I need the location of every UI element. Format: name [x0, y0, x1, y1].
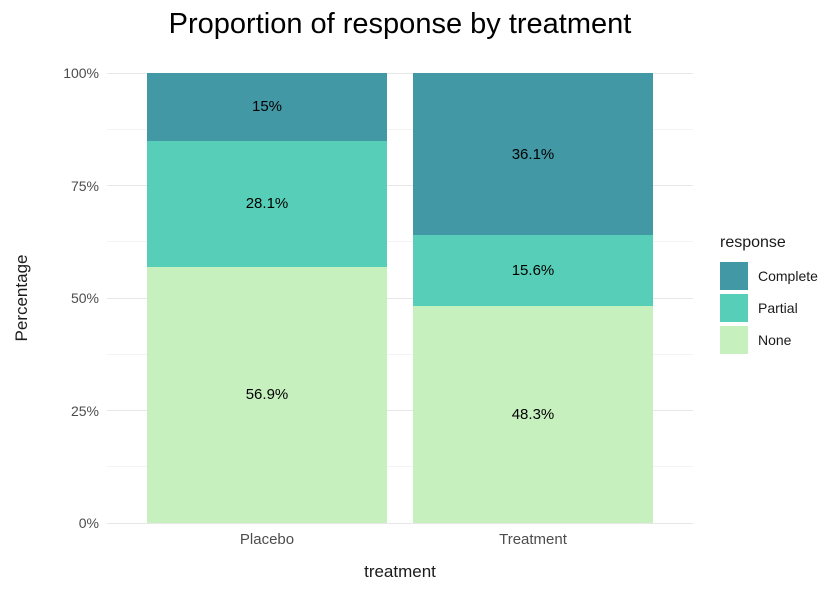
bar-segment-partial: 28.1%: [147, 140, 387, 267]
major-gridline: [107, 522, 693, 524]
plot-panel: 15% 28.1% 56.9% 36.1% 15.6% 48.3%: [107, 72, 693, 524]
major-gridline: [107, 185, 693, 186]
bar-treatment: 36.1% 15.6% 48.3%: [413, 73, 653, 523]
major-gridline: [107, 297, 693, 299]
bar-segment-label: 36.1%: [511, 145, 555, 163]
legend: response Complete Partial None: [720, 234, 818, 358]
y-tick-label: 100%: [63, 65, 99, 81]
minor-gridline: [107, 241, 693, 243]
x-tick-label: Placebo: [239, 531, 295, 548]
legend-label: Complete: [758, 268, 818, 284]
y-tick-label: 0%: [78, 515, 99, 531]
legend-label: None: [758, 332, 792, 348]
minor-gridline: [107, 128, 693, 130]
legend-item-partial: Partial: [720, 294, 818, 322]
x-tick-label: Treatment: [499, 531, 567, 548]
y-tick-label: 75%: [70, 177, 99, 194]
legend-item-complete: Complete: [720, 262, 818, 290]
legend-item-none: None: [720, 326, 818, 354]
bar-placebo: 15% 28.1% 56.9%: [147, 73, 387, 523]
y-tick-label: 25%: [70, 402, 99, 419]
bar-segment-label: 56.9%: [245, 386, 289, 404]
bar-segment-label: 28.1%: [245, 195, 289, 213]
bar-segment-label: 48.3%: [511, 405, 555, 423]
legend-swatch: [720, 294, 748, 322]
major-gridline: [107, 72, 693, 74]
legend-swatch: [720, 262, 748, 290]
bar-segment-complete: 36.1%: [413, 73, 653, 236]
bar-segment-none: 48.3%: [413, 305, 653, 523]
legend-items: Complete Partial None: [720, 262, 818, 354]
minor-gridline: [107, 353, 693, 355]
legend-title: response: [720, 234, 786, 251]
bar-segment-none: 56.9%: [147, 266, 387, 523]
major-gridline: [107, 410, 693, 411]
bar-segment-label: 15.6%: [511, 262, 555, 280]
bar-segment-partial: 15.6%: [413, 235, 653, 306]
legend-label: Partial: [758, 300, 798, 316]
y-tick-label: 50%: [70, 290, 99, 306]
legend-swatch: [720, 326, 748, 354]
minor-gridline: [107, 466, 693, 468]
bar-segment-complete: 15%: [147, 73, 387, 141]
x-axis-title: treatment: [364, 562, 436, 581]
bar-segment-label: 15%: [251, 98, 283, 116]
chart-title: Proportion of response by treatment: [168, 8, 632, 40]
